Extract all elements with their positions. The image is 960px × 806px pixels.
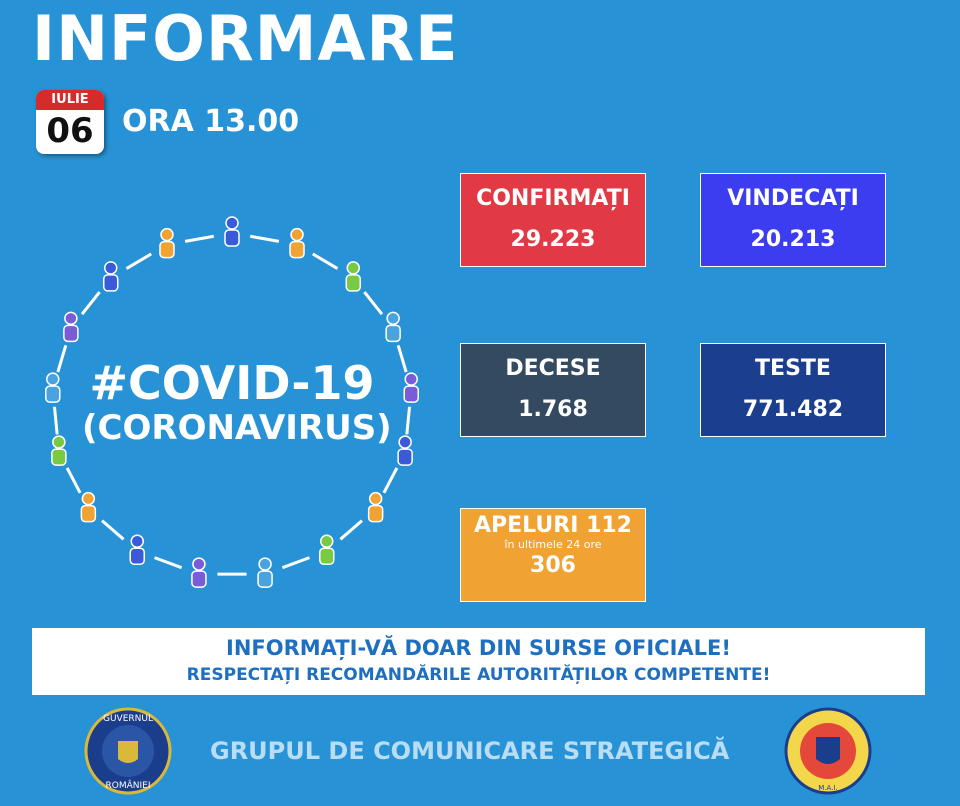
person-body [367,504,384,523]
person-head [160,227,174,242]
stat-label: APELURI 112 [474,513,632,538]
connector-arrow [52,406,59,435]
person-head [320,534,334,548]
time: ORA 13.00 [122,104,300,139]
person-body [129,547,145,565]
connector-arrow [125,252,152,270]
emblem: #COVID-19 (CORONAVIRUS) [82,356,392,448]
person-head [103,261,118,275]
stat-label: VINDECAȚI [727,186,859,211]
person-body [102,274,119,292]
person-body [385,324,401,343]
stat-value: 1.768 [518,397,588,422]
person-head [225,216,239,230]
person-body [51,448,67,466]
ministry-seal: M.A.I. [784,707,872,795]
connector-arrow [396,344,408,373]
stat-box: DECESE 1.768 [460,343,646,437]
person-head [64,311,78,326]
person-head [81,491,96,506]
stat-value: 771.482 [742,397,844,422]
person-head [52,435,66,449]
person-body [63,324,79,343]
people-circle [45,216,419,588]
person-head [290,227,304,242]
stat-label: DECESE [505,356,601,381]
connector-arrow [249,234,280,243]
person-head [192,557,206,571]
stat-label: CONFIRMAȚI [476,186,630,211]
connector-arrow [80,291,101,316]
emblem-line2: (CORONAVIRUS) [82,408,392,448]
person-body [159,240,175,259]
person-body [80,504,97,523]
person-body [319,547,335,565]
connector-arrow [363,291,384,316]
emblem-line1: #COVID-19 [89,356,375,410]
person-head [404,372,418,386]
calendar: IULIE 06 [36,90,104,154]
connector-arrow [382,467,399,494]
government-seal: GUVERNUL ROMÂNIEI [84,707,172,795]
connector-arrow [65,467,82,494]
banner-line2: RESPECTAȚI RECOMANDĂRILE AUTORITĂȚILOR C… [186,665,771,685]
calendar-day: 06 [46,111,94,151]
person-body [45,385,61,403]
person-body [257,570,273,588]
connector-arrow [281,556,311,570]
person-body [289,240,305,259]
person-head [368,491,383,506]
connector-arrow [339,519,363,541]
banner: INFORMAȚI-VĂ DOAR DIN SURSE OFICIALE! RE… [32,628,925,695]
stat-label: TESTE [755,356,831,381]
stat-value: 29.223 [510,227,596,252]
stat-box: APELURI 112 în ultimele 24 ore 306 [460,508,646,602]
connector-arrow [312,252,339,270]
stat-box: TESTE 771.482 [700,343,886,437]
person-body [191,570,207,588]
connector-arrow [56,344,68,373]
seal-text: ROMÂNIEI [106,779,151,791]
stat-value: 20.213 [750,227,836,252]
person-body [397,448,413,466]
stat-value: 306 [530,553,576,578]
person-body [403,385,419,403]
stat-box: VINDECAȚI 20.213 [700,173,886,267]
banner-line1: INFORMAȚI-VĂ DOAR DIN SURSE OFICIALE! [226,636,731,660]
connector-arrow [405,406,412,435]
connector-arrow [153,556,183,570]
person-head [398,435,412,449]
person-body [224,229,240,247]
person-head [46,372,60,386]
person-head [346,261,361,275]
person-head [258,557,272,571]
person-body [345,274,362,292]
person-head [130,534,144,548]
title: INFORMARE [32,2,459,75]
person-head [386,311,400,326]
stat-box: CONFIRMAȚI 29.223 [460,173,646,267]
seal-shield [118,741,138,763]
seal-text: GUVERNUL [103,714,153,724]
footer-text: GRUPUL DE COMUNICARE STRATEGICĂ [210,737,730,765]
calendar-month: IULIE [36,90,104,110]
stat-note: în ultimele 24 ore [504,538,602,551]
connector-arrow [184,234,215,243]
seal-text: M.A.I. [818,784,837,792]
seal-shield [816,737,840,764]
connector-arrow [101,519,125,541]
